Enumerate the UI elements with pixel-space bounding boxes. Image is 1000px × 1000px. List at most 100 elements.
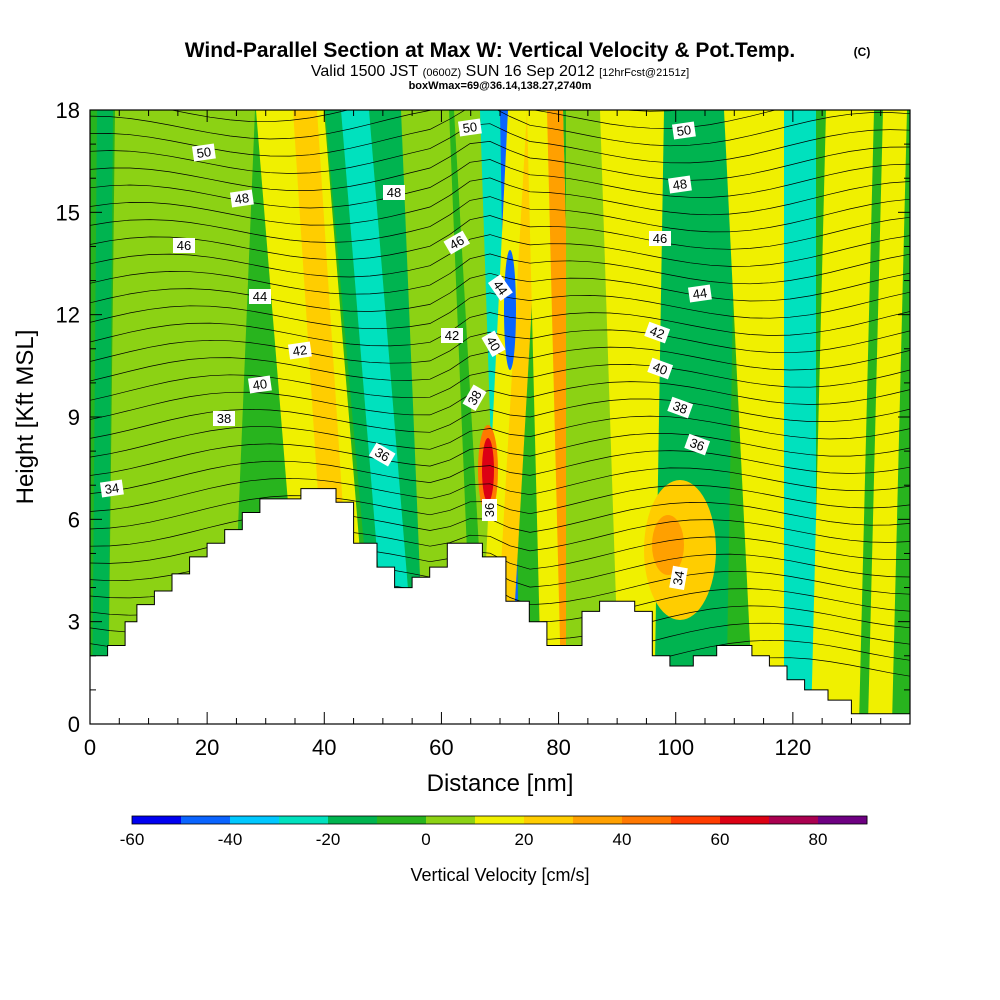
x-tick-label: 0 [84, 735, 96, 760]
contour-label-text: 40 [252, 376, 268, 393]
contour-label: 46 [443, 230, 471, 255]
contour-label: 40 [247, 375, 272, 394]
contour-label-text: 48 [672, 176, 688, 193]
contour-label-bg [383, 185, 405, 200]
theta-contour-line [90, 159, 910, 209]
x-tick-label: 100 [657, 735, 694, 760]
contour-label: 38 [667, 396, 694, 419]
contour-label-text: 48 [234, 190, 250, 207]
contour-label-text: 36 [482, 503, 497, 517]
contour-label-text: 40 [651, 359, 670, 378]
contour-label-text: 44 [692, 285, 708, 302]
contour-label-bg [229, 189, 254, 208]
contour-label-text: 44 [490, 277, 511, 297]
y-tick-label: 3 [68, 610, 80, 635]
contour-label: 38 [462, 384, 487, 412]
contour-label-text: 50 [676, 122, 692, 139]
theta-contour-line [90, 433, 910, 476]
chart-subtitle: Valid 1500 JST (0600Z) SUN 16 Sep 2012 [… [311, 63, 689, 80]
contour-label-text: 48 [387, 185, 401, 200]
y-tick-label: 9 [68, 405, 80, 430]
x-tick-label: 120 [774, 735, 811, 760]
contour-label-text: 46 [653, 231, 667, 246]
x-tick-label: 80 [546, 735, 570, 760]
colorbar-segment [622, 816, 672, 824]
contour-label-bg [647, 357, 674, 380]
colorbar-segment [132, 816, 182, 824]
contour-label-bg [287, 341, 312, 360]
colorbar-segment [720, 816, 770, 824]
contour-label: 40 [647, 357, 674, 380]
colorbar-segment [769, 816, 819, 824]
contour-label-text: 36 [372, 444, 392, 464]
contour-label: 42 [441, 328, 463, 343]
contour-label: 42 [644, 321, 671, 344]
colorbar: -60 -40 -20 0 20 40 60 80 [120, 815, 868, 849]
contour-label-bg [644, 321, 671, 344]
contour-label-bg [487, 274, 513, 302]
contour-label-text: 46 [447, 232, 467, 252]
contour-label: 42 [287, 341, 312, 360]
contour-label-bg [687, 284, 712, 303]
x-axis: 0 20 40 60 80 100 120 [84, 110, 911, 760]
contour-label: 34 [99, 479, 124, 498]
contour-label: 48 [383, 185, 405, 200]
contour-label: 50 [191, 143, 216, 162]
theta-contour-line [90, 177, 910, 226]
colorbar-segment [573, 816, 623, 824]
colorbar-tick-label: 40 [613, 830, 632, 849]
theta-contour-line [90, 311, 910, 347]
contour-label: 44 [487, 274, 513, 302]
theta-contour-line [90, 234, 910, 278]
contour-label: 44 [249, 289, 271, 304]
contour-label: 34 [669, 565, 688, 591]
contour-label-bg [671, 121, 696, 140]
contour-label-bg [462, 384, 487, 412]
contour-label-bg [457, 118, 482, 137]
velocity-band [811, 110, 874, 724]
colorbar-frame [131, 815, 868, 825]
colorbar-segment [328, 816, 378, 824]
contour-label-text: 34 [670, 569, 687, 586]
y-tick-label: 6 [68, 507, 80, 532]
contour-label-bg [173, 238, 195, 253]
colorbar-tick-label: -60 [120, 830, 145, 849]
colorbar-segment [818, 816, 868, 824]
plot-area [90, 110, 910, 724]
y-tick-label: 12 [56, 303, 80, 328]
theta-contour-line [90, 346, 910, 382]
colorbar-tick-label: -20 [316, 830, 341, 849]
colorbar-segment [377, 816, 427, 824]
title-mark: (C) [854, 45, 871, 59]
y-tick-label: 15 [56, 200, 80, 225]
velocity-band [868, 110, 907, 724]
theta-contour-line [90, 484, 910, 530]
colorbar-tick-label: 0 [421, 830, 430, 849]
colorbar-tick-label: 60 [711, 830, 730, 849]
contour-label-bg [667, 396, 694, 419]
contour-label-text: 42 [292, 342, 308, 359]
contour-label-bg [482, 499, 497, 521]
contour-label: 38 [213, 411, 235, 426]
contour-label-text: 38 [464, 388, 484, 408]
chart-title: Wind-Parallel Section at Max W: Vertical… [185, 39, 796, 62]
colorbar-segment [475, 816, 525, 824]
theta-contour-line [90, 141, 910, 191]
contour-label-bg [249, 289, 271, 304]
theta-contour-line [169, 110, 683, 123]
theta-contour-line [90, 398, 910, 439]
contour-label: 36 [368, 442, 396, 467]
colorbar-segment [524, 816, 574, 824]
updraft-lobe-core [652, 515, 684, 575]
y-axis-label: Height [Kft MSL] [12, 330, 39, 505]
theta-contour-line [90, 502, 910, 547]
contour-label-text: 50 [196, 144, 212, 161]
theta-contour-line [90, 196, 910, 243]
contour-label: 40 [481, 330, 506, 358]
contour-label: 44 [687, 284, 712, 303]
theta-contour-line [90, 450, 910, 494]
colorbar-tick-label: -40 [218, 830, 243, 849]
x-axis-label: Distance [nm] [427, 770, 574, 797]
contour-label-text: 42 [648, 323, 667, 342]
